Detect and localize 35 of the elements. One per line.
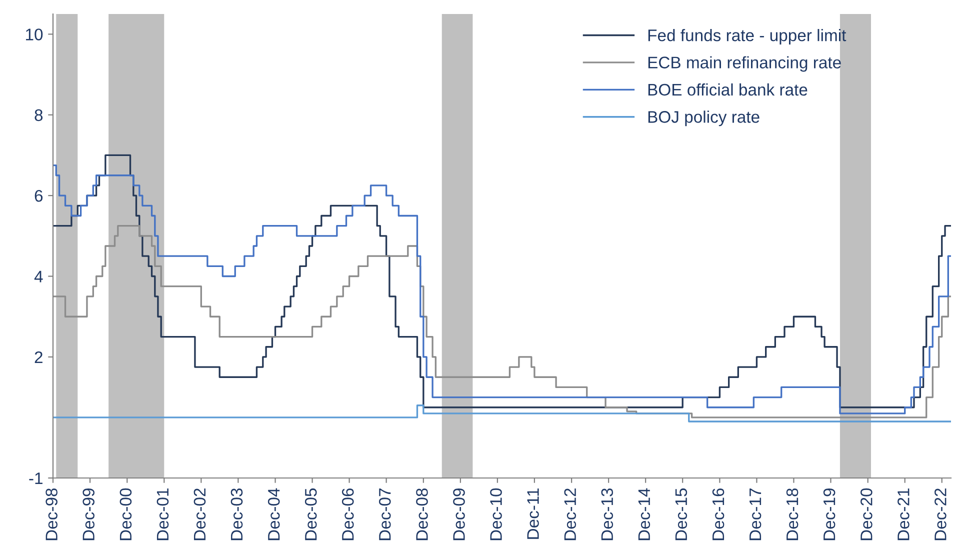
x-tick-label: Dec-17 (750, 488, 762, 540)
x-tick-label: Dec-19 (823, 488, 836, 540)
x-tick-label: Dec-21 (898, 488, 910, 540)
x-tick-label: Dec-11 (527, 488, 539, 539)
x-tick-label: Dec-06 (342, 488, 354, 540)
x-tick-label: Dec-12 (564, 488, 576, 540)
x-tick-label: Dec-04 (268, 488, 280, 540)
x-tick-label: Dec-10 (490, 488, 502, 540)
x-tick-label: Dec-01 (156, 488, 169, 540)
x-tick-label: Dec-18 (786, 488, 798, 540)
y-tick-label: -1 (29, 472, 42, 484)
x-tick-label: Dec-05 (304, 488, 317, 540)
x-tick-label: Dec-03 (230, 488, 243, 540)
x-tick-label: Dec-99 (82, 488, 94, 540)
x-tick-label: Dec-20 (860, 488, 872, 540)
x-tick-label: Dec-07 (378, 488, 391, 540)
x-tick-label: Dec-14 (638, 488, 650, 540)
x-tick-label: Dec-00 (120, 488, 132, 540)
y-tick-label: 6 (34, 190, 43, 202)
x-tick-label: Dec-13 (601, 488, 614, 540)
x-tick-label: Dec-02 (194, 488, 206, 540)
x-tick-label: Dec-15 (675, 488, 688, 540)
x-tick-label: Dec-09 (453, 488, 465, 540)
y-tick-label: 10 (26, 28, 43, 40)
legend-label: ECB main refinancing rate (648, 56, 841, 72)
y-tick-label: 4 (34, 270, 43, 282)
legend-label: BOE official bank rate (648, 83, 808, 96)
x-tick-label: Dec-08 (416, 488, 428, 540)
legend-label: BOJ policy rate (648, 110, 760, 126)
y-tick-label: 2 (34, 351, 42, 363)
x-tick-label: Dec-16 (712, 488, 724, 540)
legend-label: Fed funds rate - upper limit (648, 29, 846, 45)
x-tick-label: Dec-98 (46, 488, 58, 540)
x-tick-label: Dec-22 (934, 488, 946, 540)
y-tick-label: 8 (34, 109, 43, 122)
